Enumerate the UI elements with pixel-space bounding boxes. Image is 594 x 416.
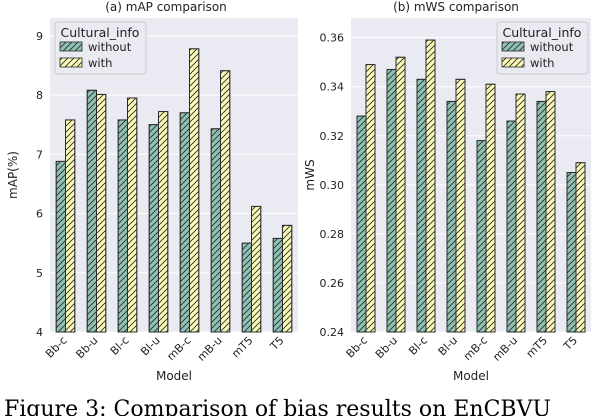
legend-b-label-with: with [530,56,554,70]
chart-b-xtick-label: Bb-c [344,334,371,361]
chart-a-x-ticks: Bb-c Bb-u Bl-c Bl-u mB-c mB-u mT5 T5 [43,334,287,364]
legend-a-label-with: with [88,56,112,70]
bar-hatch-a-without-mB-u [210,128,221,333]
chart-a-ytick-label: 8 [36,89,43,102]
chart-a-ytick-label: 9 [36,30,43,43]
bar-hatch-a-without-mB-c [179,112,190,333]
bar-hatch-b-with-mT5 [545,91,556,333]
bar-hatch-a-with-Bb-u [96,93,107,333]
chart-a-ytick-label: 4 [36,326,43,339]
bar-hatch-a-without-Bb-c [55,160,66,333]
chart-b-xtick-label: mB-c [461,334,490,363]
bar-hatch-a-without-Bb-u [86,89,97,333]
chart-b-xtick-label: Bl-c [406,334,430,358]
chart-b-title: (b) mWS comparison [393,0,519,14]
bar-hatch-b-with-Bb-c [365,64,376,333]
bar-hatch-b-with-Bl-c [425,39,436,333]
bar-hatch-b-with-Bl-u [455,78,466,333]
chart-b-legend: Cultural_info without with [496,21,589,75]
bar-hatch-b-without-Bb-c [356,115,367,333]
chart-b-ytick-label: 0.24 [320,326,345,339]
legend-a-swatch-with-hatch [60,58,82,67]
chart-b-bars [356,39,586,333]
bar-hatch-a-without-Bl-u [148,124,159,333]
chart-a-xtick-label: Bl-c [108,334,132,358]
bar-hatch-b-without-Bb-u [386,69,397,333]
chart-b-xtick-label: mB-u [490,334,520,364]
chart-a-ylabel: mAP(%) [6,151,20,199]
legend-a-label-without: without [88,40,132,54]
chart-b-x-ticks: Bb-c Bb-u Bl-c Bl-u mB-c mB-u mT5 T5 [344,334,581,364]
chart-a-ytick-label: 6 [36,208,43,221]
bar-hatch-a-without-T5 [272,237,283,333]
legend-b-swatch-without-hatch [502,42,524,51]
chart-b-ytick-label: 0.32 [320,130,345,143]
chart-a-bars [55,48,293,333]
chart-b-xlabel: Model [453,369,489,383]
legend-b-label-without: without [530,40,574,54]
chart-a-xtick-label: Bl-u [138,334,162,358]
chart-b-xtick-label: Bb-u [373,334,400,361]
bar-hatch-a-with-mT5 [251,205,262,333]
chart-a-xtick-label: mB-c [164,334,193,363]
chart-b-ytick-label: 0.26 [320,277,345,290]
chart-b-ytick-label: 0.30 [320,179,345,192]
chart-a-ytick-label: 7 [36,148,43,161]
bar-hatch-a-with-Bl-u [158,111,169,333]
bar-hatch-b-with-mB-c [485,83,496,333]
chart-b-ytick-label: 0.34 [320,81,345,94]
bar-hatch-a-without-mT5 [241,242,252,333]
bar-hatch-b-without-Bl-u [446,100,457,333]
chart-a-xtick-label: Bb-u [73,334,100,361]
chart-b-ylabel: mWS [303,159,317,190]
bar-hatch-b-with-T5 [575,162,586,333]
bar-hatch-a-with-T5 [282,224,293,333]
chart-b-xtick-label: mT5 [524,334,550,360]
chart-a-ytick-label: 5 [36,267,43,280]
chart-a-xtick-label: mT5 [229,334,255,360]
chart-a-title: (a) mAP comparison [105,0,227,14]
bar-hatch-a-with-mB-c [189,48,200,333]
bar-hatch-b-without-mB-c [476,140,487,333]
figure-caption: Figure 3: Comparison of bias results on … [4,397,551,416]
chart-b-xtick-label: T5 [561,334,581,354]
bar-hatch-a-with-mB-u [220,70,231,333]
chart-a-y-ticks: 4 5 6 7 8 9 [36,30,43,339]
chart-b-y-ticks: 0.24 0.26 0.28 0.30 0.32 0.34 0.36 [320,32,345,339]
legend-b-title: Cultural_info [503,25,582,40]
panel-a: (a) mAP comparison 4 5 6 7 8 9 Bb-c Bb-u Bl-c Bl… [6,0,298,383]
legend-a-title: Cultural_info [61,25,140,40]
legend-a-swatch-without-hatch [60,42,82,51]
chart-a-xtick-label: T5 [267,334,287,354]
bar-hatch-b-with-Bb-u [395,56,406,333]
chart-a-xlabel: Model [156,369,192,383]
chart-a-xtick-label: mB-u [195,334,225,364]
bar-hatch-b-without-T5 [566,172,577,333]
chart-b-ytick-label: 0.36 [320,32,345,45]
chart-a-xtick-label: Bb-c [43,334,70,361]
chart-a-legend: Cultural_info without with [54,21,147,75]
bar-hatch-b-with-mB-u [515,93,526,333]
bar-hatch-a-with-Bl-c [127,97,138,333]
bar-hatch-b-without-Bl-c [416,78,427,333]
bar-hatch-a-with-Bb-c [65,119,76,333]
chart-b-ytick-label: 0.28 [320,228,345,241]
bar-hatch-a-without-Bl-c [117,119,128,333]
bar-hatch-b-without-mB-u [506,120,517,333]
legend-b-swatch-with-hatch [502,58,524,67]
chart-b-xtick-label: Bl-u [436,334,460,358]
bar-hatch-b-without-mT5 [536,100,547,333]
panel-b: (b) mWS comparison 0.240.260.280.300.320… [303,0,591,383]
